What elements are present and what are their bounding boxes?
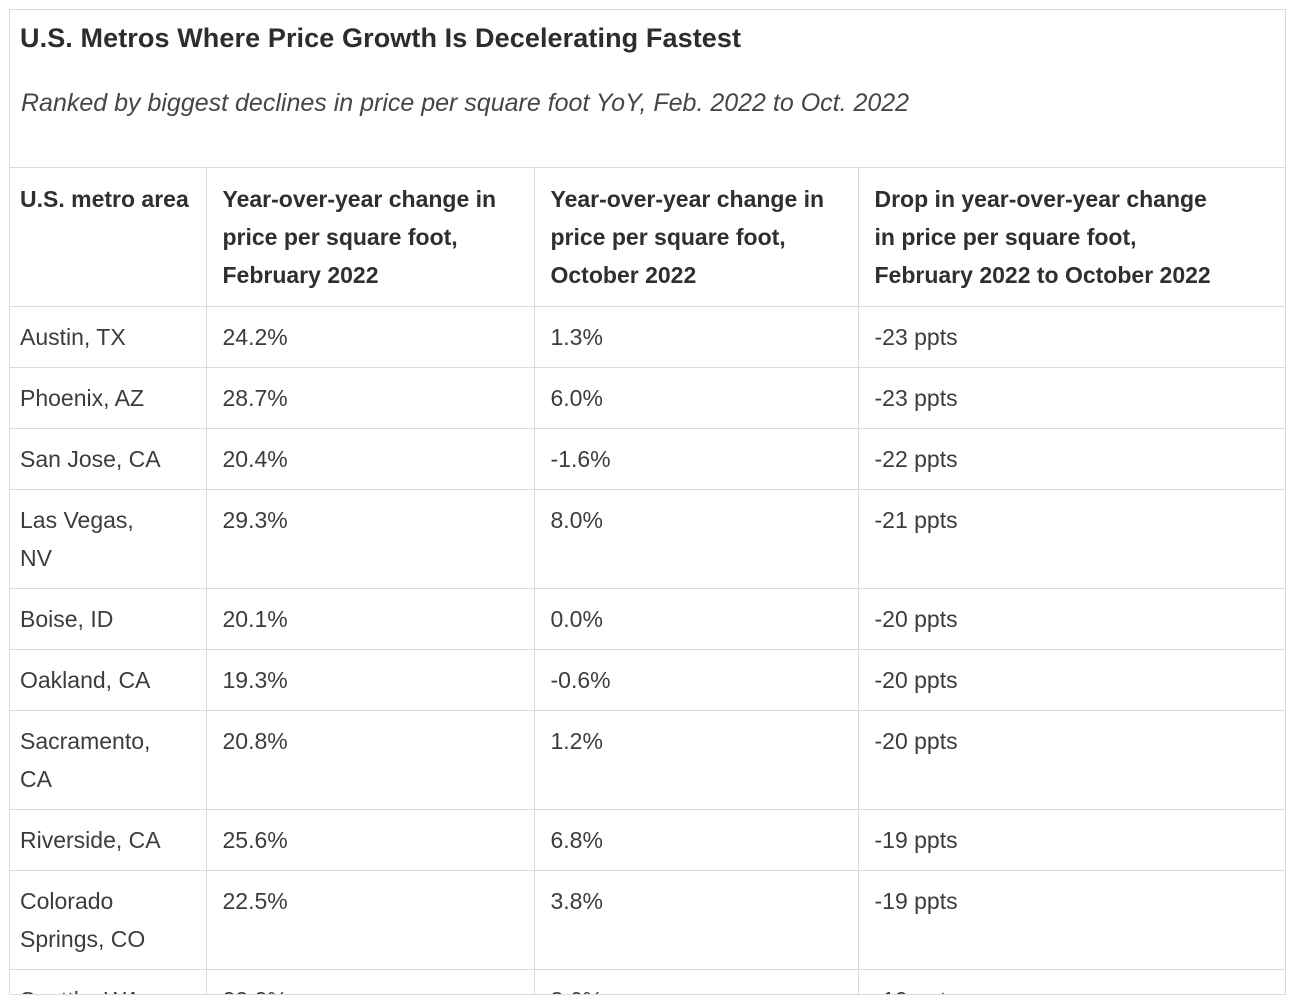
drop-cell: -20 ppts (857, 588, 1285, 650)
feb-change-cell: 19.3% (205, 649, 535, 711)
metro-cell: Riverside, CA (10, 809, 207, 871)
page-subtitle: Ranked by biggest declines in price per … (21, 89, 910, 117)
table-row: San Jose, CA 20.4% -1.6% -22 ppts (10, 428, 1285, 490)
feb-change-cell: 22.2% (205, 969, 535, 994)
table-header: U.S. metro area Year-over-year change in… (10, 167, 1285, 307)
page-title: U.S. Metros Where Price Growth Is Decele… (20, 23, 742, 53)
metro-cell: Phoenix, AZ (10, 367, 207, 429)
table-row: Phoenix, AZ 28.7% 6.0% -23 ppts (10, 367, 1285, 429)
oct-change-cell: 6.8% (533, 809, 859, 871)
drop-cell: -19 ppts (857, 969, 1285, 994)
drop-cell: -23 ppts (857, 306, 1285, 368)
table-row: Colorado Springs, CO 22.5% 3.8% -19 ppts (10, 870, 1285, 970)
metro-cell: Colorado Springs, CO (10, 870, 207, 970)
table-row: Austin, TX 24.2% 1.3% -23 ppts (10, 306, 1285, 368)
table-row: Sacramento, CA 20.8% 1.2% -20 ppts (10, 710, 1285, 810)
feb-change-cell: 20.1% (205, 588, 535, 650)
column-header-drop: Drop in year-over-year change in price p… (857, 167, 1285, 307)
table-row: Boise, ID 20.1% 0.0% -20 ppts (10, 588, 1285, 650)
data-table-wrapper: U.S. metro area Year-over-year change in… (10, 167, 1285, 994)
feb-change-cell: 29.3% (205, 489, 535, 589)
oct-change-cell: 8.0% (533, 489, 859, 589)
feb-change-cell: 25.6% (205, 809, 535, 871)
feb-change-cell: 22.5% (205, 870, 535, 970)
metro-cell: Seattle, WA (10, 969, 207, 994)
feb-change-cell: 24.2% (205, 306, 535, 368)
table-body: Austin, TX 24.2% 1.3% -23 ppts Phoenix, … (10, 306, 1285, 994)
metro-cell: San Jose, CA (10, 428, 207, 490)
metros-price-table: U.S. metro area Year-over-year change in… (10, 167, 1285, 994)
column-header-feb-2022: Year-over-year change in price per squar… (205, 167, 535, 307)
oct-change-cell: 1.3% (533, 306, 859, 368)
table-row: Seattle, WA 22.2% 3.6% -19 ppts (10, 969, 1285, 994)
metro-cell: Boise, ID (10, 588, 207, 650)
column-header-oct-2022: Year-over-year change in price per squar… (533, 167, 859, 307)
table-widget-frame: U.S. Metros Where Price Growth Is Decele… (9, 9, 1286, 995)
metro-cell: Las Vegas, NV (10, 489, 207, 589)
metro-cell: Austin, TX (10, 306, 207, 368)
drop-cell: -20 ppts (857, 649, 1285, 711)
feb-change-cell: 28.7% (205, 367, 535, 429)
drop-cell: -22 ppts (857, 428, 1285, 490)
table-row: Las Vegas, NV 29.3% 8.0% -21 ppts (10, 489, 1285, 589)
oct-change-cell: 3.6% (533, 969, 859, 994)
oct-change-cell: -1.6% (533, 428, 859, 490)
drop-cell: -21 ppts (857, 489, 1285, 589)
drop-cell: -20 ppts (857, 710, 1285, 810)
metro-cell: Oakland, CA (10, 649, 207, 711)
table-row: Riverside, CA 25.6% 6.8% -19 ppts (10, 809, 1285, 871)
drop-cell: -19 ppts (857, 809, 1285, 871)
header-area: U.S. Metros Where Price Growth Is Decele… (10, 10, 1285, 120)
drop-cell: -19 ppts (857, 870, 1285, 970)
oct-change-cell: 6.0% (533, 367, 859, 429)
oct-change-cell: 0.0% (533, 588, 859, 650)
table-row: Oakland, CA 19.3% -0.6% -20 ppts (10, 649, 1285, 711)
oct-change-cell: 3.8% (533, 870, 859, 970)
feb-change-cell: 20.4% (205, 428, 535, 490)
oct-change-cell: 1.2% (533, 710, 859, 810)
feb-change-cell: 20.8% (205, 710, 535, 810)
column-header-metro: U.S. metro area (10, 167, 207, 307)
metro-cell: Sacramento, CA (10, 710, 207, 810)
drop-cell: -23 ppts (857, 367, 1285, 429)
oct-change-cell: -0.6% (533, 649, 859, 711)
table-header-row: U.S. metro area Year-over-year change in… (10, 167, 1285, 307)
